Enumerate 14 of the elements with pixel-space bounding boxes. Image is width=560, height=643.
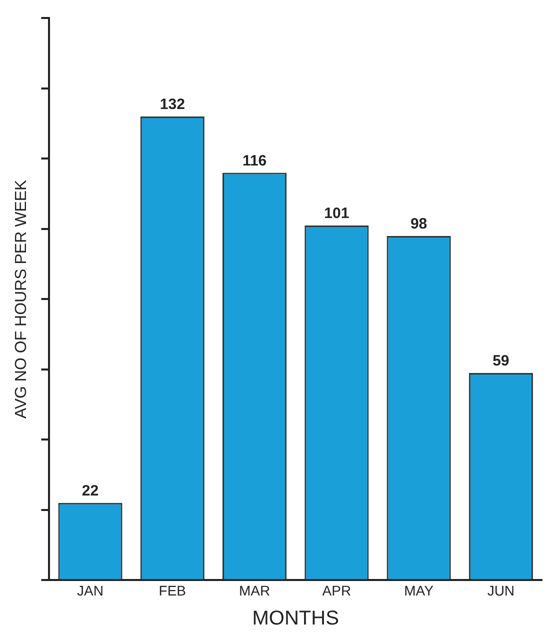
data-label: 132 <box>160 96 185 114</box>
x-axis-title: MONTHS <box>252 608 339 630</box>
x-tick-label: FEB <box>158 582 186 598</box>
data-label: 59 <box>492 352 510 370</box>
x-tick-label: MAR <box>238 582 270 598</box>
data-label: 101 <box>324 205 350 222</box>
data-label: 98 <box>410 216 428 233</box>
data-label: 22 <box>82 482 99 500</box>
x-tick-label: JAN <box>77 582 104 598</box>
x-tick-label: JUN <box>487 582 515 598</box>
data-label: 116 <box>242 152 267 170</box>
y-axis-title: AVG NO OF HOURS PER WEEK <box>13 179 30 419</box>
x-tick-label: APR <box>322 582 352 598</box>
x-tick-label: MAY <box>404 582 434 598</box>
